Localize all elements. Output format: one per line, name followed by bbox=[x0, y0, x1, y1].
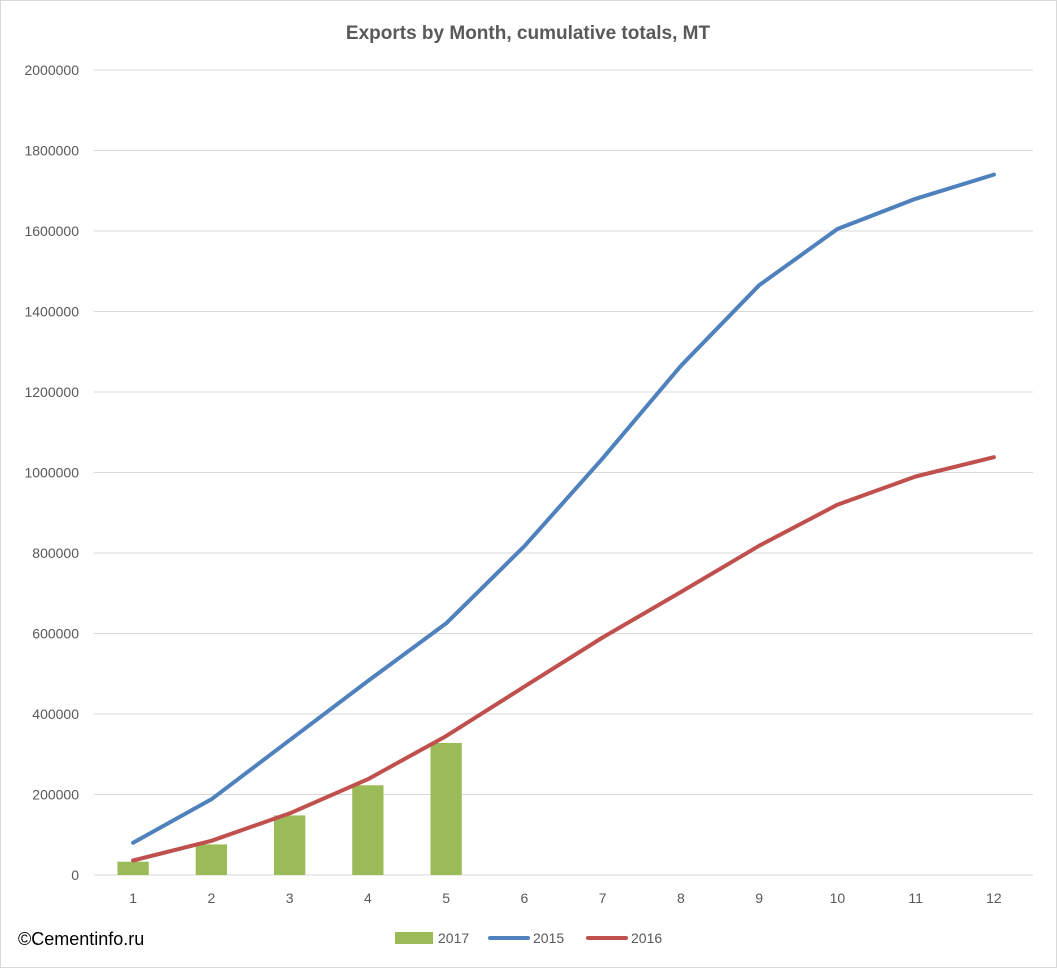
x-axis-ticks: 1 2 3 4 5 6 7 8 9 10 11 12 bbox=[129, 890, 1002, 906]
y-tick-label: 1600000 bbox=[24, 223, 79, 239]
grid-lines bbox=[94, 69, 1033, 876]
legend-label: 2016 bbox=[631, 930, 662, 946]
bar-2017 bbox=[430, 742, 462, 875]
bar-2017 bbox=[195, 844, 228, 875]
legend-item-2017: 2017 bbox=[395, 930, 469, 946]
x-tick-label: 8 bbox=[677, 890, 685, 906]
x-tick-label: 5 bbox=[442, 890, 450, 906]
x-tick-label: 11 bbox=[908, 890, 923, 906]
y-tick-label: 0 bbox=[71, 867, 79, 883]
legend-swatch bbox=[395, 932, 433, 944]
x-tick-label: 3 bbox=[286, 890, 294, 906]
credit-text: ©Cementinfo.ru bbox=[18, 929, 144, 949]
x-tick-label: 12 bbox=[986, 890, 1002, 906]
x-tick-label: 7 bbox=[599, 890, 607, 906]
y-tick-label: 400000 bbox=[32, 706, 79, 722]
x-tick-label: 2 bbox=[207, 890, 215, 906]
y-axis-ticks: 0 200000 400000 600000 800000 1000000 1200000 1… bbox=[24, 62, 79, 883]
line-2016 bbox=[131, 455, 996, 863]
line-series bbox=[131, 172, 996, 863]
x-tick-label: 6 bbox=[520, 890, 528, 906]
legend-label: 2017 bbox=[438, 930, 469, 946]
bar-series bbox=[117, 742, 462, 875]
bar-2017 bbox=[352, 785, 384, 875]
legend-item-2015: 2015 bbox=[488, 930, 564, 946]
x-tick-label: 10 bbox=[830, 890, 846, 906]
x-tick-label: 4 bbox=[364, 890, 372, 906]
y-tick-label: 1800000 bbox=[24, 143, 79, 159]
y-tick-label: 1200000 bbox=[24, 384, 79, 400]
bar-2017 bbox=[273, 815, 306, 875]
line-2015 bbox=[131, 172, 996, 845]
y-tick-label: 1400000 bbox=[24, 304, 79, 320]
y-tick-label: 1000000 bbox=[24, 465, 79, 481]
bar-2017 bbox=[117, 861, 149, 875]
legend-item-2016: 2016 bbox=[586, 930, 662, 946]
x-tick-label: 1 bbox=[129, 890, 137, 906]
y-tick-label: 800000 bbox=[32, 545, 79, 561]
y-tick-label: 200000 bbox=[32, 787, 79, 803]
y-tick-label: 600000 bbox=[32, 626, 79, 642]
y-tick-label: 2000000 bbox=[24, 62, 79, 78]
legend-label: 2015 bbox=[533, 930, 564, 946]
chart-title: Exports by Month, cumulative totals, MT bbox=[346, 23, 711, 44]
x-tick-label: 9 bbox=[755, 890, 763, 906]
legend: 2017 2015 2016 bbox=[395, 930, 662, 946]
